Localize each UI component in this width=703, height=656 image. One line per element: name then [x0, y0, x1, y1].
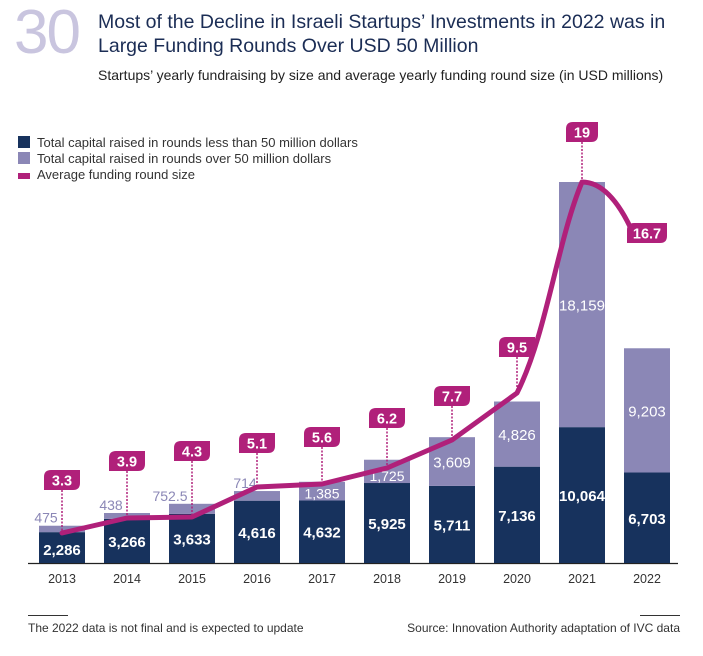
bar-small-rounds-2016	[234, 500, 280, 563]
average-callout-label: 3.3	[52, 474, 72, 490]
x-tick-label: 2014	[113, 572, 141, 586]
x-tick-label: 2016	[243, 572, 271, 586]
data-label-large-rounds: 9,203	[628, 403, 666, 420]
average-callout-label: 4.3	[182, 445, 202, 461]
legend-label: Total capital raised in rounds less than…	[37, 134, 358, 150]
data-label-small-rounds: 7,136	[498, 508, 536, 525]
bar-small-rounds-2019	[429, 485, 475, 563]
average-callout-label: 16.7	[633, 227, 661, 243]
bar-small-rounds-2018	[364, 483, 410, 563]
data-label-small-rounds: 10,064	[559, 488, 606, 505]
legend: Total capital raised in rounds less than…	[18, 134, 358, 182]
x-tick-label: 2018	[373, 572, 401, 586]
bar-large-rounds-2016	[234, 491, 280, 501]
data-label-large-rounds: 752.5	[152, 488, 187, 504]
x-tick-label: 2020	[503, 572, 531, 586]
average-callout-box	[44, 470, 80, 490]
average-funding-line	[59, 179, 639, 536]
legend-label: Total capital raised in rounds over 50 m…	[37, 150, 332, 166]
data-label-small-rounds: 4,632	[303, 525, 341, 542]
legend-label: Average funding round size	[37, 166, 196, 182]
bar-small-rounds-2017	[299, 500, 345, 563]
bar-large-rounds-2015	[169, 503, 215, 514]
bar-small-rounds-2022	[624, 472, 670, 563]
legend-item-average-line: Average funding round size	[18, 166, 358, 182]
data-label-small-rounds: 3,266	[108, 534, 146, 551]
average-callout-box	[369, 408, 405, 428]
average-callout-label: 5.6	[312, 431, 332, 447]
data-label-large-rounds: 18,159	[559, 298, 605, 315]
average-callout-box	[174, 441, 210, 461]
x-tick-label: 2019	[438, 572, 466, 586]
data-label-large-rounds: 438	[99, 497, 123, 513]
average-callout-label: 9.5	[507, 341, 527, 357]
data-label-large-rounds: 475	[34, 510, 58, 526]
average-callout-box	[499, 337, 535, 357]
bar-small-rounds-2013	[39, 532, 85, 563]
average-callout-box	[109, 451, 145, 471]
legend-item-small-rounds: Total capital raised in rounds less than…	[18, 134, 358, 150]
x-tick-label: 2015	[178, 572, 206, 586]
data-label-small-rounds: 3,633	[173, 531, 211, 548]
footnote-rule-left	[28, 615, 68, 616]
figure-number: 30	[14, 0, 81, 67]
average-callout-box	[304, 427, 340, 447]
legend-swatch-small-rounds	[18, 136, 30, 148]
footnote-note: The 2022 data is not final and is expect…	[28, 621, 304, 635]
bar-small-rounds-2015	[169, 513, 215, 563]
average-callout-label: 6.2	[377, 412, 397, 428]
data-label-small-rounds: 6,703	[628, 511, 666, 528]
legend-item-large-rounds: Total capital raised in rounds over 50 m…	[18, 150, 358, 166]
chart-subtitle: Startups’ yearly fundraising by size and…	[98, 67, 664, 83]
bar-small-rounds-2021	[559, 427, 605, 563]
data-label-small-rounds: 2,286	[43, 542, 81, 559]
data-label-small-rounds: 5,925	[368, 516, 406, 533]
average-callout-label: 7.7	[442, 390, 462, 406]
data-label-small-rounds: 4,616	[238, 525, 276, 542]
bar-large-rounds-2020	[494, 401, 540, 467]
x-tick-label: 2022	[633, 572, 661, 586]
x-tick-label: 2013	[48, 572, 76, 586]
average-callout-box	[627, 223, 667, 243]
average-callout-box	[239, 433, 275, 453]
data-label-large-rounds: 3,609	[433, 455, 471, 472]
chart-title: Most of the Decline in Israeli Startups’…	[98, 11, 666, 57]
bar-small-rounds-2014	[104, 518, 150, 563]
data-label-large-rounds: 4,826	[498, 427, 536, 444]
bar-small-rounds-2020	[494, 466, 540, 563]
average-callout-box	[566, 122, 598, 142]
bar-large-rounds-2022	[624, 348, 670, 473]
average-callout-label: 5.1	[247, 437, 267, 453]
x-tick-label: 2017	[308, 572, 336, 586]
average-callout-label: 19	[574, 126, 590, 142]
data-label-small-rounds: 5,711	[434, 517, 471, 534]
footnote-rule-right	[640, 615, 680, 616]
legend-swatch-large-rounds	[18, 152, 30, 164]
average-callout-label: 3.9	[117, 455, 137, 471]
data-label-large-rounds: 1,385	[304, 485, 339, 501]
average-callout-box	[434, 386, 470, 406]
legend-swatch-average-line	[18, 173, 30, 179]
footnote-source: Source: Innovation Authority adaptation …	[407, 621, 680, 635]
x-tick-label: 2021	[568, 572, 596, 586]
